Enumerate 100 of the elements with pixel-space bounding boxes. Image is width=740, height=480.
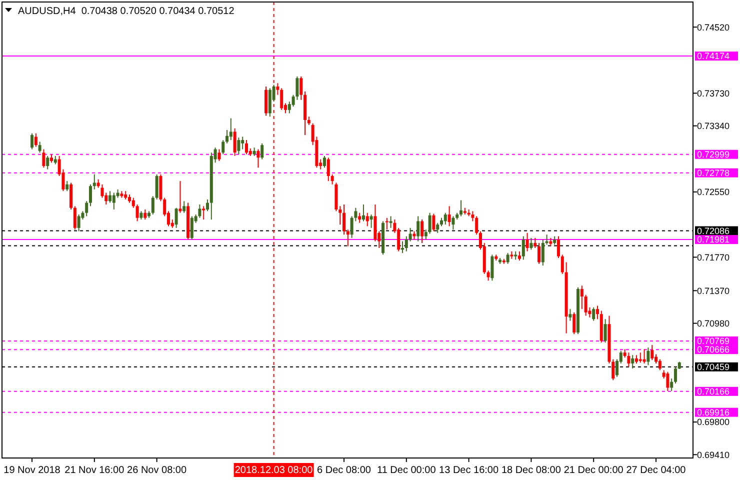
y-tick-label: 0.71370 — [697, 286, 730, 296]
x-tick-label: 21 Dec 00:00 — [564, 465, 624, 476]
candlestick — [85, 200, 88, 217]
ref-line-label: 0.70166 — [697, 386, 730, 397]
candlestick — [77, 214, 80, 232]
candlestick — [222, 140, 225, 155]
candlestick — [174, 207, 178, 228]
ref-line-label: 0.74174 — [697, 51, 730, 62]
candlestick — [218, 148, 221, 162]
candlestick — [182, 200, 186, 214]
candlestick — [646, 347, 650, 366]
candlestick — [241, 136, 244, 150]
candlestick — [226, 130, 228, 144]
y-tick-label: 0.69410 — [697, 450, 730, 460]
candlestick — [151, 196, 154, 216]
chart-title: AUDUSD,H4 0.70438 0.70520 0.70434 0.70512 — [18, 6, 235, 17]
x-tick-label: 21 Nov 16:00 — [64, 465, 125, 476]
candlestick — [526, 232, 529, 252]
candlestick — [460, 200, 462, 217]
candlestick — [108, 190, 112, 204]
candlestick — [229, 118, 232, 141]
candlestick — [362, 204, 365, 222]
candlestick — [268, 88, 272, 118]
x-tick-label: 26 Nov 08:00 — [127, 465, 187, 476]
candlestick — [46, 155, 50, 170]
y-tick-label: 0.73340 — [697, 120, 730, 131]
candlestick — [366, 212, 369, 227]
candlestick — [444, 212, 447, 226]
candlestick — [100, 184, 104, 198]
ref-line-label: 0.70459 — [697, 362, 730, 372]
candlestick — [73, 206, 76, 230]
candlestick — [155, 174, 158, 200]
candlestick — [34, 132, 38, 148]
candlestick — [178, 180, 182, 214]
candlestick — [264, 86, 268, 116]
candlestick — [112, 192, 116, 210]
candlestick — [506, 252, 510, 264]
candlestick — [420, 219, 424, 244]
x-tick-label: 6 Dec 08:00 — [317, 465, 372, 476]
candlestick — [452, 216, 455, 230]
candlestick — [490, 254, 494, 282]
candlestick — [30, 132, 34, 150]
candlestick — [206, 198, 209, 212]
ref-line-label: 0.72778 — [697, 168, 730, 178]
y-tick-label: 0.73730 — [697, 88, 730, 98]
candlestick — [471, 210, 474, 222]
x-tick-label: 11 Dec 00:00 — [377, 465, 436, 476]
candlestick — [658, 358, 662, 371]
candlestick — [432, 213, 436, 232]
candlestick — [358, 212, 362, 224]
candlestick — [370, 214, 373, 228]
candlestick — [416, 216, 420, 242]
candlestick — [584, 294, 588, 316]
y-tick-label: 0.69800 — [697, 417, 730, 428]
candlestick — [397, 227, 400, 252]
candlestick — [596, 305, 599, 320]
x-tick-label: 19 Nov 2018 — [4, 465, 61, 476]
candlestick — [136, 204, 139, 222]
y-tick-label: 0.72550 — [697, 187, 730, 198]
candlestick — [404, 236, 408, 252]
candlestick — [560, 254, 564, 274]
candlestick — [530, 237, 533, 250]
candlestick — [674, 366, 677, 384]
candlestick — [448, 206, 451, 227]
candlestick — [538, 242, 540, 264]
candlestick — [190, 216, 194, 240]
candlestick — [568, 308, 572, 322]
candlestick — [592, 306, 596, 322]
candlestick — [580, 285, 584, 310]
candlestick — [401, 240, 404, 254]
candlestick — [642, 348, 646, 364]
candlestick — [280, 88, 284, 110]
candlestick — [638, 352, 642, 364]
candlestick — [374, 204, 377, 242]
candlestick — [330, 174, 334, 185]
candlestick — [389, 216, 392, 228]
candlestick — [89, 184, 92, 207]
candlestick — [245, 140, 248, 155]
candlestick — [408, 227, 412, 242]
candlestick — [428, 212, 432, 234]
candlestick — [670, 378, 674, 392]
candlestick — [342, 204, 346, 236]
candlestick — [144, 209, 147, 220]
x-tick-label: 13 Dec 16:00 — [439, 465, 499, 476]
candlestick — [66, 180, 69, 192]
candlestick — [92, 174, 96, 190]
ref-line-label: 0.72999 — [697, 150, 730, 160]
ref-line-label: 0.70666 — [697, 344, 730, 355]
candlestick — [612, 358, 615, 381]
candlestick — [276, 82, 280, 96]
candlestick — [237, 137, 240, 155]
ref-line-label: 0.72086 — [697, 226, 730, 236]
candlestick — [518, 250, 521, 262]
x-tick-label: 27 Dec 04:00 — [626, 465, 686, 476]
ref-line-label: 0.69916 — [697, 407, 730, 418]
candlestick — [541, 239, 544, 266]
candlestick — [260, 142, 264, 160]
x-tick-label: 18 Dec 08:00 — [501, 465, 562, 476]
candlestick — [557, 236, 560, 259]
candlestick — [666, 371, 670, 392]
